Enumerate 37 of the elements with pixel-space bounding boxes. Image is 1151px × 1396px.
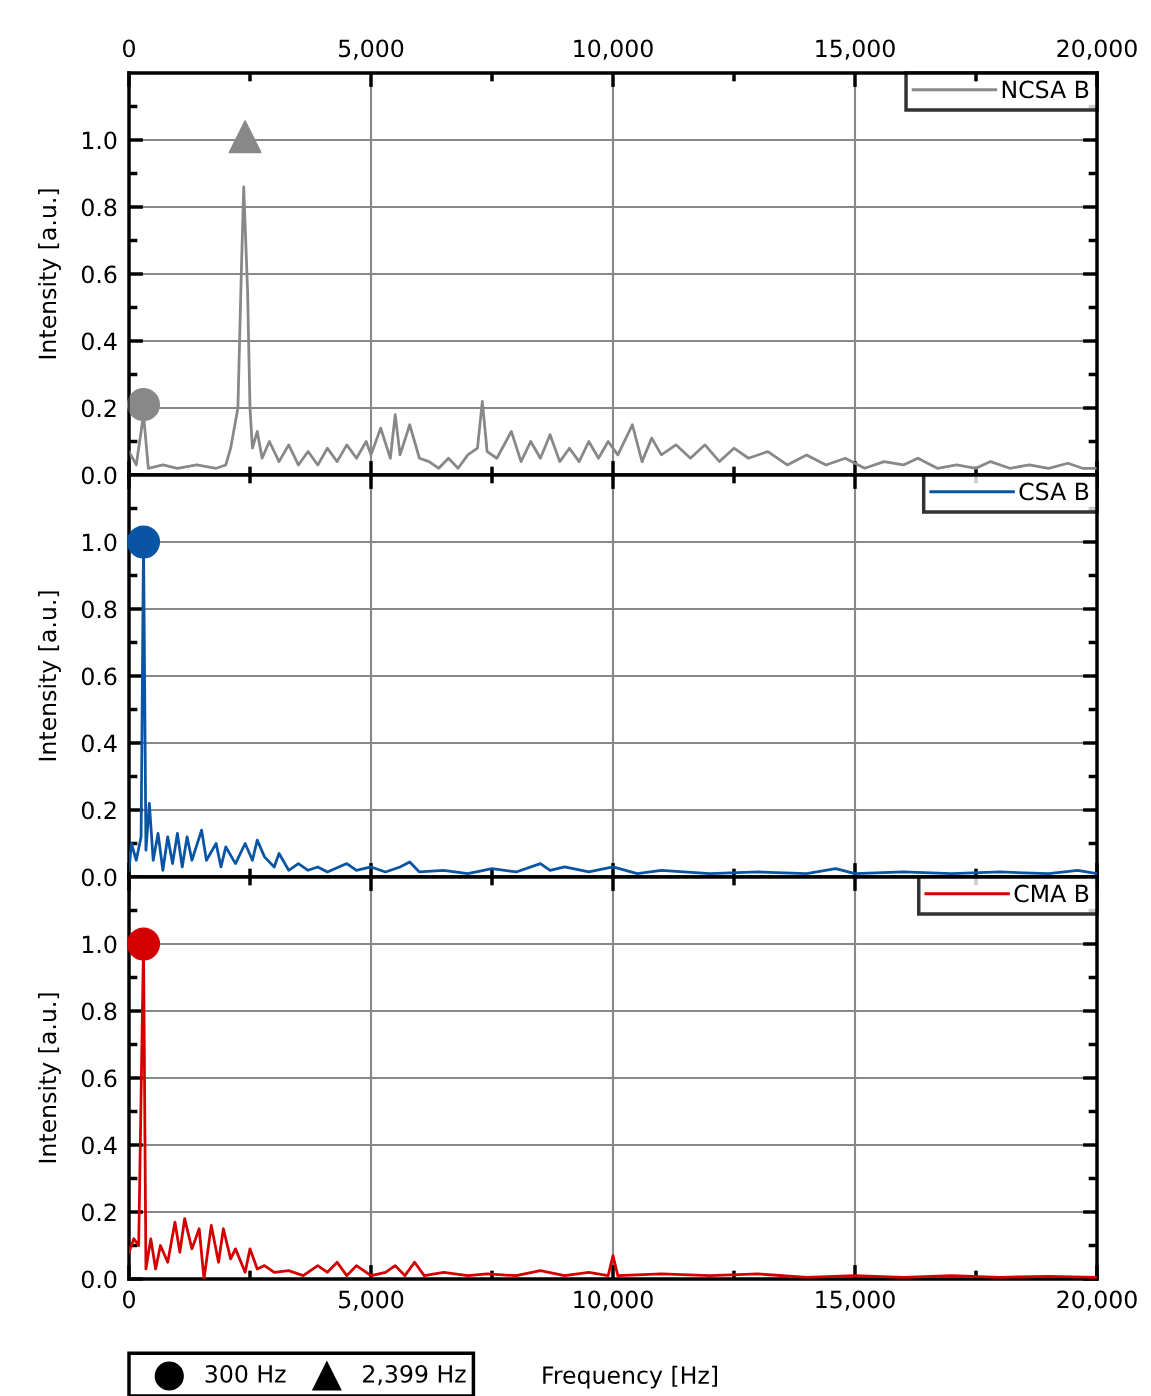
- x-tick-label: 15,000: [816, 1290, 895, 1311]
- y-tick-label: 0.6: [81, 265, 117, 284]
- x-tick-label: 0: [123, 1290, 135, 1309]
- y-tick-label: 1.0: [82, 533, 117, 552]
- y-tick-label: 0.4: [81, 332, 117, 351]
- x-tick-label: 10,000: [574, 1290, 653, 1311]
- y-tick-label: 0.8: [81, 600, 117, 619]
- y-tick-label: 0.0: [81, 466, 117, 485]
- y-tick-label: 0.6: [81, 667, 117, 686]
- y-tick-label: 1.0: [82, 131, 117, 150]
- y-tick-label: 0.0: [81, 868, 117, 887]
- text: 300 Hz: [205, 1364, 286, 1383]
- x2-tick-label: 0: [123, 39, 135, 58]
- x2-tick-label: 10,000: [574, 39, 653, 60]
- text: 2,399 Hz: [363, 1364, 466, 1386]
- x2-tick-label: 5,000: [339, 39, 404, 60]
- y-tick-label: 0.4: [81, 1136, 117, 1155]
- y-tick-label: 0.2: [81, 399, 116, 418]
- x2-tick-label: 15,000: [816, 39, 895, 60]
- legend-label: CSA B: [1019, 482, 1089, 501]
- legend-label: CMA B: [1014, 884, 1089, 903]
- y-tick-label: 0.0: [81, 1270, 117, 1289]
- y-axis-title: Intensity [a.u.]: [38, 993, 61, 1163]
- y-axis-title: Intensity [a.u.]: [38, 591, 61, 761]
- x-axis-title: Frequency [Hz]: [543, 1365, 717, 1389]
- y-tick-label: 0.8: [81, 198, 117, 217]
- x2-tick-label: 20,000: [1057, 39, 1137, 60]
- y-tick-label: 0.6: [81, 1069, 117, 1088]
- y-tick-label: 0.4: [81, 734, 117, 753]
- x-tick-label: 5,000: [339, 1290, 404, 1311]
- y-tick-label: 0.8: [81, 1002, 117, 1021]
- y-tick-label: 1.0: [82, 935, 117, 954]
- legend-label: NCSA B: [1002, 80, 1089, 99]
- x-tick-label: 20,000: [1057, 1290, 1137, 1311]
- y-axis-title: Intensity [a.u.]: [38, 189, 61, 359]
- y-tick-label: 0.2: [81, 801, 116, 820]
- y-tick-label: 0.2: [81, 1203, 116, 1222]
